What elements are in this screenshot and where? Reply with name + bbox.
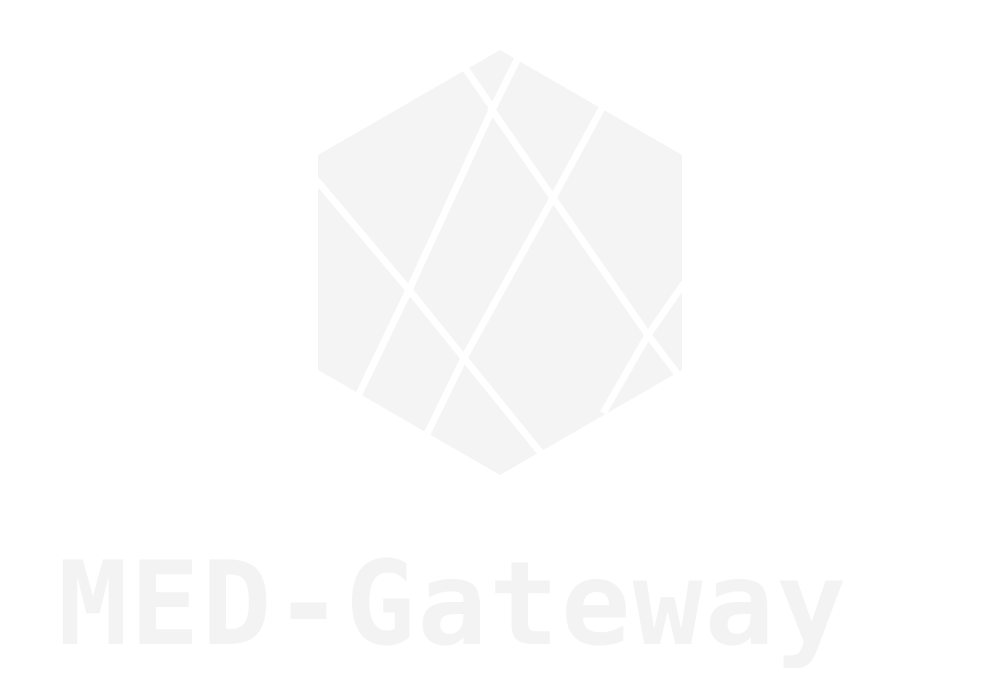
brand-wordmark: MED-Gateway — [58, 537, 849, 672]
